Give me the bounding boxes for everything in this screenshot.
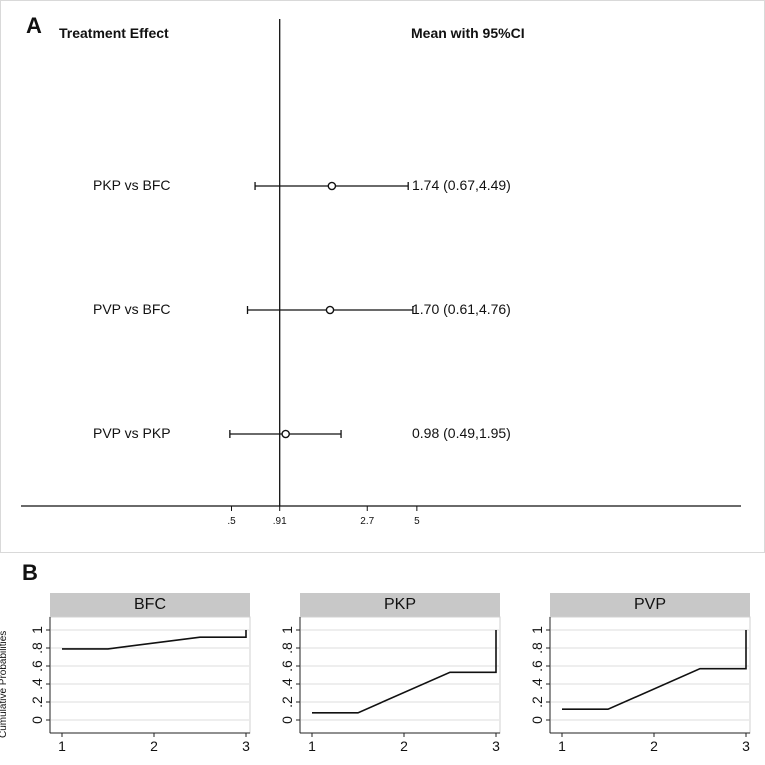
plot-area (549, 616, 751, 734)
x-tick-label: 5 (414, 516, 420, 527)
series-line-bfc (62, 630, 247, 650)
y-tick-label: .6 (279, 660, 295, 672)
facet-title: PKP (300, 593, 500, 617)
x-tick-label: 1 (558, 738, 566, 754)
facet-plot: 0 .2 .4 .6 .8 1 1 2 3 (29, 616, 251, 754)
y-tick-label: .2 (529, 696, 545, 708)
panel-a-letter: A (26, 13, 42, 38)
forest-plot (21, 19, 741, 511)
y-tick-label: 0 (529, 716, 545, 724)
y-tick-label: .8 (29, 642, 45, 654)
mean-point (327, 181, 337, 191)
series-line-pvp (562, 630, 747, 710)
x-tick-label: 2 (650, 738, 658, 754)
y-tick-label: 0 (279, 716, 295, 724)
comparison-label: PVP vs BFC (93, 301, 171, 317)
facet-plot: 0 .2 .4 .6 .8 1 1 2 3 (279, 616, 501, 754)
y-tick-label: .8 (529, 642, 545, 654)
x-tick-label: 2 (400, 738, 408, 754)
facet-title: PVP (550, 593, 750, 617)
mean-ci-header: Mean with 95%CI (411, 25, 525, 41)
x-tick-label: 3 (492, 738, 500, 754)
facet-plot: 0 .2 .4 .6 .8 1 1 2 3 (529, 616, 751, 754)
y-tick-label: .8 (279, 642, 295, 654)
x-tick-label: 3 (242, 738, 250, 754)
facet-bfc: BFC 0 .2 .4 .6 .8 1 1 2 3 (29, 593, 251, 754)
comparison-label: PVP vs PKP (93, 425, 171, 441)
y-tick-label: .2 (279, 696, 295, 708)
effect-value: 1.70 (0.61,4.76) (412, 301, 511, 317)
facet-pkp: PKP 0 .2 .4 .6 .8 1 1 2 3 (279, 593, 501, 754)
x-tick-label: 1 (308, 738, 316, 754)
x-tick-label: 3 (742, 738, 750, 754)
plot-area (299, 616, 501, 734)
series-line-pkp (312, 630, 497, 714)
effect-value: 0.98 (0.49,1.95) (412, 425, 511, 441)
y-tick-label: .4 (279, 678, 295, 690)
mean-point (325, 305, 335, 315)
y-tick-label: .2 (29, 696, 45, 708)
x-tick-label: .91 (272, 516, 287, 527)
plot-area (49, 616, 251, 734)
effect-value: 1.74 (0.67,4.49) (412, 177, 511, 193)
x-tick-label: 2 (150, 738, 158, 754)
forest-plot-panel: A Treatment Effect Mean with 95%CI .5 .91… (0, 0, 765, 553)
y-axis-label: Cumulative Probabilities (0, 630, 9, 738)
y-tick-label: .6 (529, 660, 545, 672)
y-tick-label: 1 (279, 626, 295, 634)
y-tick-label: 1 (529, 626, 545, 634)
panel-b-letter: B (22, 560, 38, 585)
comparison-label: PKP vs BFC (93, 177, 171, 193)
y-tick-label: 0 (29, 716, 45, 724)
x-tick-label: .5 (227, 516, 236, 527)
x-tick-label: 1 (58, 738, 66, 754)
y-tick-label: .4 (29, 678, 45, 690)
x-tick-label: 2.7 (360, 516, 375, 527)
y-tick-label: .4 (529, 678, 545, 690)
y-tick-label: 1 (29, 626, 45, 634)
treatment-effect-header: Treatment Effect (59, 25, 169, 41)
facet-title: BFC (50, 593, 250, 617)
mean-point (281, 429, 290, 439)
facet-pvp: PVP 0 .2 .4 .6 .8 1 1 2 3 (529, 593, 751, 754)
y-tick-label: .6 (29, 660, 45, 672)
cumulative-panel: B Cumulative Probabilities BFC 0 .2 .4 .6 .8 1… (0, 560, 765, 765)
